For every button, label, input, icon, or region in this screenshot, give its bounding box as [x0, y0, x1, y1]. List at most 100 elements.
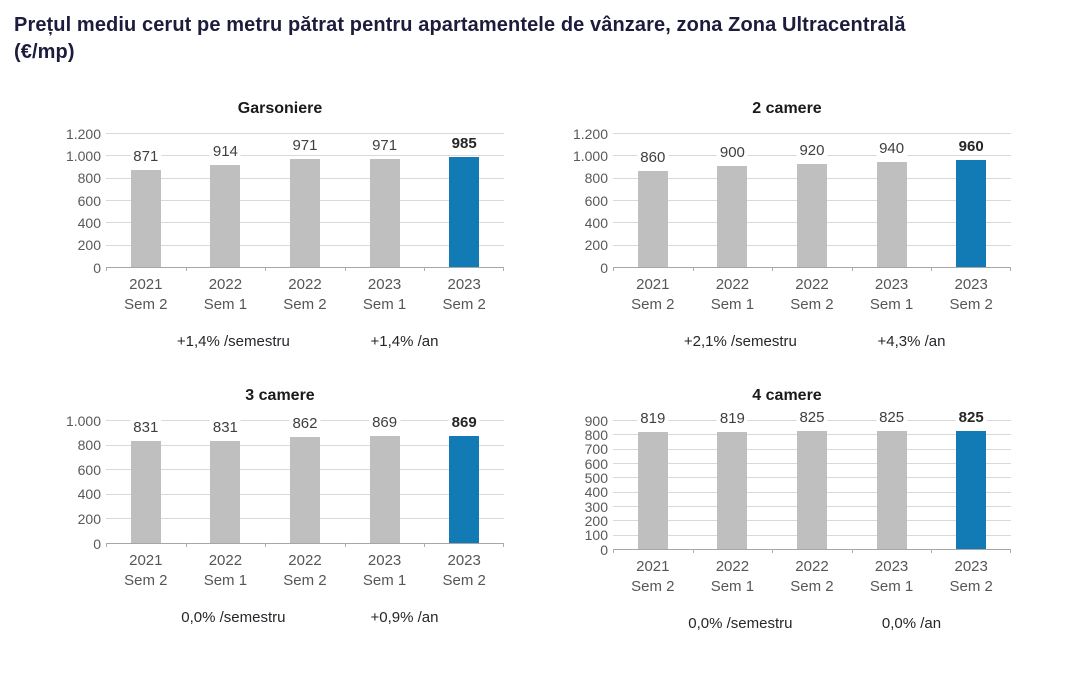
y-tick-label: 600 [584, 192, 608, 209]
stats-row: +2,1% /semestru +4,3% /an [613, 333, 1011, 353]
y-tick-label: 400 [77, 214, 101, 231]
x-category-semester: Sem 2 [124, 295, 168, 313]
bar-slot: 819 [613, 409, 693, 549]
x-category-year: 2021 [636, 557, 670, 575]
x-axis-tick [265, 542, 267, 547]
x-category-year: 2023 [954, 275, 988, 293]
bar-value-label: 819 [716, 409, 748, 427]
x-category-year: 2021 [129, 551, 163, 569]
x-axis-labels: 2021 Sem 2 2022 Sem 1 2022 Sem 2 2023 Sem 1 2023… [613, 275, 1011, 315]
bar-value-label: 860 [637, 148, 669, 166]
x-category-label: 2021 Sem 2 [613, 275, 693, 315]
bar-value-label: 971 [289, 136, 321, 154]
y-tick-label: 1.000 [572, 147, 608, 164]
x-category-year: 2022 [208, 275, 243, 293]
y-tick-label: 200 [77, 510, 101, 527]
chart-panel: 2 camere 1.200 1.000 800 600 400 200 0 860 900 9… [563, 94, 1011, 353]
stats-row: 0,0% /semestru +0,9% /an [106, 609, 504, 629]
x-category-year: 2023 [367, 275, 402, 293]
bar-slot: 920 [772, 134, 852, 267]
x-category-semester: Sem 2 [631, 295, 675, 313]
semester-change-label: 0,0% /semestru [181, 608, 286, 626]
x-axis-labels: 2021 Sem 2 2022 Sem 1 2022 Sem 2 2023 Sem 1 2023… [106, 551, 504, 591]
bar-value-label: 920 [796, 141, 828, 159]
x-category-label: 2022 Sem 1 [693, 557, 773, 597]
x-category-semester: Sem 2 [631, 577, 675, 595]
x-category-year: 2022 [795, 557, 829, 575]
x-axis-labels: 2021 Sem 2 2022 Sem 1 2022 Sem 2 2023 Sem 1 2023… [106, 275, 504, 315]
y-tick-label: 0 [600, 541, 608, 558]
x-category-year: 2022 [715, 275, 750, 293]
plot-area: 819 819 825 825 825 [613, 408, 1011, 553]
x-axis-tick [106, 542, 107, 547]
x-category-label: 2023 Sem 2 [424, 551, 504, 591]
y-tick-label: 400 [584, 484, 608, 501]
x-category-year: 2022 [288, 551, 322, 569]
x-category-year: 2022 [288, 275, 322, 293]
x-category-label: 2021 Sem 2 [613, 557, 693, 597]
bar-value-label: 900 [716, 143, 748, 161]
y-tick-label: 600 [77, 192, 101, 209]
y-tick-label: 100 [584, 527, 608, 544]
y-tick-label: 200 [584, 512, 608, 529]
bar-highlighted [449, 156, 480, 267]
bar [717, 431, 748, 549]
x-axis-tick [613, 266, 614, 271]
bar-value-label: 862 [289, 414, 321, 432]
bar-highlighted [449, 435, 480, 543]
x-category-semester: Sem 2 [790, 295, 834, 313]
y-tick-label: 600 [584, 455, 608, 472]
x-category-label: 2021 Sem 2 [106, 551, 186, 591]
x-axis-tick [851, 548, 853, 553]
bar-slot: 819 [693, 409, 773, 549]
chart-panel: 4 camere 900 800 700 600 500 400 300 200 100 0 81… [563, 381, 1011, 635]
semester-change-label: +2,1% /semestru [683, 332, 797, 350]
x-category-semester: Sem 1 [362, 571, 407, 589]
x-axis-tick [503, 542, 504, 547]
y-axis: 1.000 800 600 400 200 0 [56, 413, 106, 552]
x-axis-tick [344, 542, 346, 547]
x-category-year: 2023 [447, 275, 481, 293]
x-category-label: 2022 Sem 1 [186, 551, 266, 591]
stats-row: 0,0% /semestru 0,0% /an [613, 615, 1011, 635]
chart-body: 1.200 1.000 800 600 400 200 0 860 900 920 940 960 [563, 126, 1011, 276]
bar [796, 430, 827, 549]
year-change-label: +0,9% /an [370, 608, 439, 626]
bar-value-label: 825 [876, 408, 908, 426]
x-axis-tick [424, 266, 426, 271]
x-category-semester: Sem 1 [869, 577, 914, 595]
bar [210, 440, 241, 543]
bar [876, 430, 907, 549]
x-axis-tick [772, 266, 774, 271]
chart-title: 3 camere [245, 386, 315, 404]
x-category-semester: Sem 1 [362, 295, 407, 313]
x-axis-tick [185, 266, 187, 271]
x-category-semester: Sem 1 [710, 577, 755, 595]
chart-title: 2 camere [752, 99, 822, 117]
bar-slot: 831 [186, 418, 266, 543]
y-tick-label: 300 [584, 498, 608, 515]
bar-slot: 869 [424, 413, 504, 543]
bar-slot: 900 [693, 134, 773, 267]
bar-value-label: 971 [369, 136, 401, 154]
x-axis-tick [424, 542, 426, 547]
y-tick-label: 400 [584, 214, 608, 231]
x-category-label: 2023 Sem 2 [424, 275, 504, 315]
plot-area: 860 900 920 940 960 [613, 133, 1011, 271]
chart-title: 4 camere [752, 386, 822, 404]
y-tick-label: 800 [584, 426, 608, 443]
bar-value-label: 940 [876, 139, 908, 157]
plot-area: 871 914 971 971 985 [106, 133, 504, 271]
x-category-semester: Sem 2 [949, 577, 993, 595]
y-tick-label: 800 [77, 170, 101, 187]
bar [876, 161, 907, 267]
charts-grid: Garsoniere 1.200 1.000 800 600 400 200 0 871 91… [0, 94, 1091, 635]
bar-value-label: 985 [448, 134, 480, 152]
x-category-label: 2023 Sem 1 [345, 275, 425, 315]
bar-value-label: 960 [955, 137, 987, 155]
bar [210, 164, 241, 267]
chart-body: 900 800 700 600 500 400 300 200 100 0 819 819 825 82… [563, 408, 1011, 558]
semester-change-label: +1,4% /semestru [176, 332, 290, 350]
x-axis-tick [613, 548, 614, 553]
